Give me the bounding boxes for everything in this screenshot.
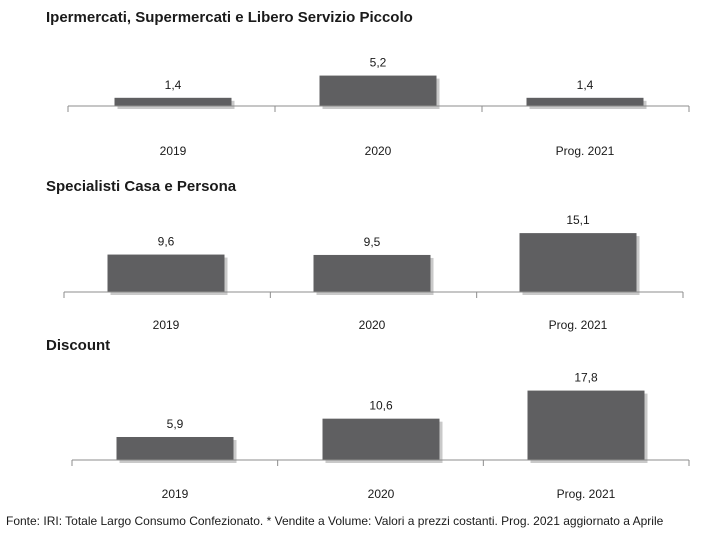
- bar: [527, 390, 645, 460]
- bar: [116, 436, 234, 460]
- data-label: 15,1: [566, 213, 590, 227]
- data-label: 9,6: [158, 235, 175, 249]
- data-label: 9,5: [364, 235, 381, 249]
- bar: [526, 97, 644, 106]
- x-tick-label: 2020: [365, 144, 392, 158]
- bar: [519, 233, 637, 292]
- source-note: Fonte: IRI: Totale Largo Consumo Confezi…: [6, 514, 664, 528]
- chart-title: Specialisti Casa e Persona: [46, 178, 237, 195]
- x-tick-label: 2019: [153, 318, 180, 332]
- x-tick-label: 2019: [162, 487, 189, 501]
- x-tick-label: Prog. 2021: [556, 144, 615, 158]
- bar: [114, 97, 232, 106]
- x-tick-label: 2020: [359, 318, 386, 332]
- data-label: 5,2: [370, 56, 387, 70]
- data-label: 1,4: [577, 78, 594, 92]
- bar: [322, 418, 440, 460]
- bar: [319, 75, 437, 106]
- chart-title: Ipermercati, Supermercati e Libero Servi…: [46, 9, 413, 26]
- x-tick-label: 2019: [160, 144, 187, 158]
- x-tick-label: Prog. 2021: [549, 318, 608, 332]
- data-label: 10,6: [369, 399, 393, 413]
- x-tick-label: Prog. 2021: [557, 487, 616, 501]
- data-label: 1,4: [165, 78, 182, 92]
- chart-title: Discount: [46, 337, 110, 354]
- data-label: 17,8: [574, 371, 598, 385]
- x-tick-label: 2020: [368, 487, 395, 501]
- bar: [107, 254, 225, 292]
- data-label: 5,9: [167, 417, 184, 431]
- bar: [313, 254, 431, 292]
